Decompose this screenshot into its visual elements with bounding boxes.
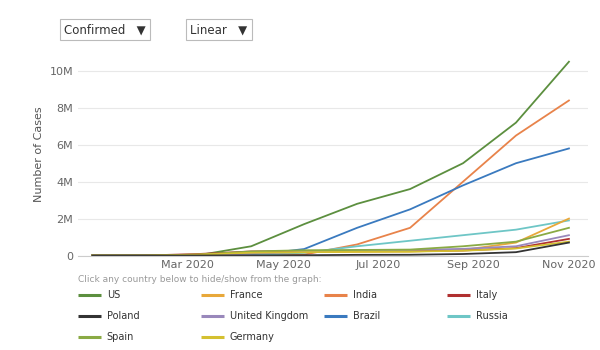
Text: France: France <box>230 290 262 300</box>
Text: India: India <box>353 290 377 300</box>
Text: United Kingdom: United Kingdom <box>230 311 308 321</box>
Text: Brazil: Brazil <box>353 311 380 321</box>
Text: Italy: Italy <box>476 290 497 300</box>
Text: Poland: Poland <box>107 311 139 321</box>
Text: Confirmed   ▼: Confirmed ▼ <box>64 23 146 36</box>
Text: Russia: Russia <box>476 311 508 321</box>
Text: Click any country below to hide/show from the graph:: Click any country below to hide/show fro… <box>78 275 322 284</box>
Text: Germany: Germany <box>230 332 275 342</box>
Text: Linear   ▼: Linear ▼ <box>190 23 248 36</box>
Y-axis label: Number of Cases: Number of Cases <box>34 106 44 202</box>
Text: Spain: Spain <box>107 332 134 342</box>
Text: US: US <box>107 290 120 300</box>
